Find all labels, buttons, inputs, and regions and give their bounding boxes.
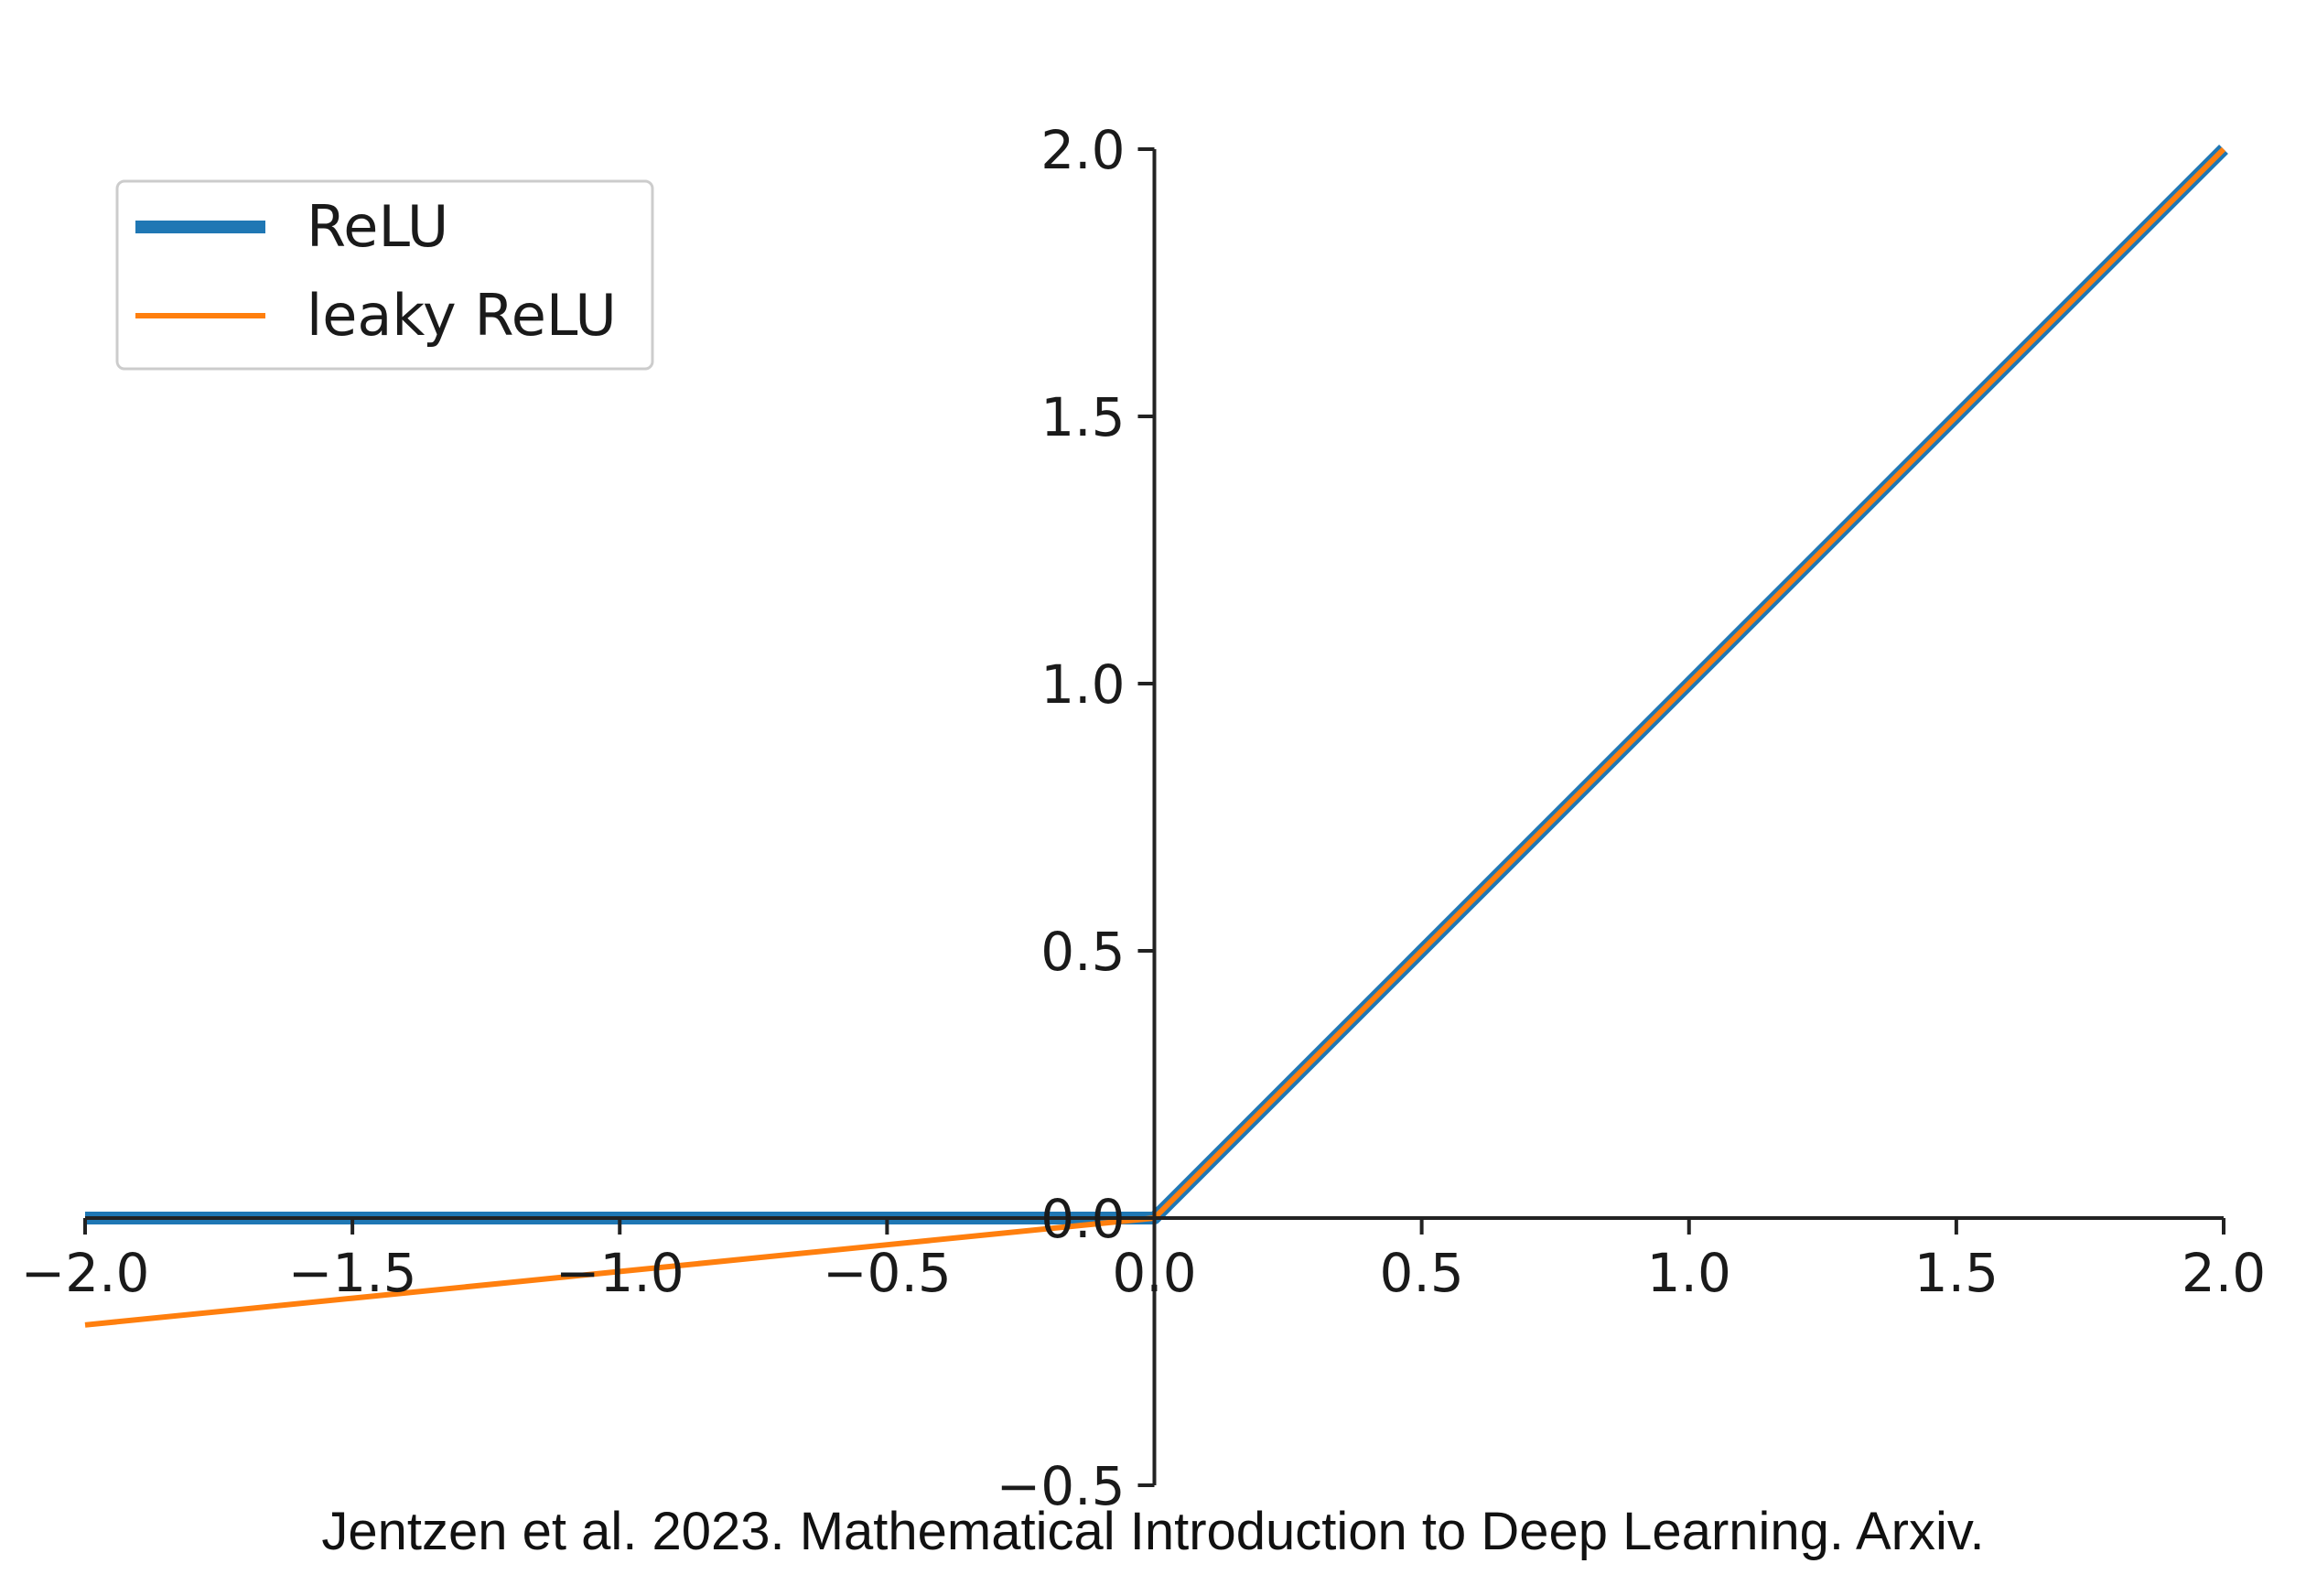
y-tick-label: 1.5 xyxy=(1040,386,1125,448)
y-tick-label: −0.5 xyxy=(997,1455,1126,1517)
x-tick-label: −0.5 xyxy=(823,1242,952,1304)
x-tick-label: −1.0 xyxy=(555,1242,684,1304)
y-tick-label: 2.0 xyxy=(1040,119,1125,181)
axes: −2.0 −1.5 −1.0 −0.5 0.0 0.5 1.0 1.5 2.0 −0.5 0.0 0.… xyxy=(21,119,2267,1517)
legend-label: leaky ReLU xyxy=(307,282,617,349)
legend-label: ReLU xyxy=(307,193,448,260)
x-tick-label: 1.5 xyxy=(1914,1242,1999,1304)
x-tick-label: −1.5 xyxy=(288,1242,417,1304)
x-tick-label: 2.0 xyxy=(2182,1242,2266,1304)
y-tick-label: 0.0 xyxy=(1040,1188,1125,1250)
x-tick-label: −2.0 xyxy=(21,1242,150,1304)
x-tick-label: 1.0 xyxy=(1647,1242,1731,1304)
y-tick-label: 0.5 xyxy=(1040,921,1125,983)
x-tick-label: 0.5 xyxy=(1380,1242,1464,1304)
caption: Jentzen et al. 2023. Mathematical Introd… xyxy=(321,1502,1985,1561)
legend: ReLU leaky ReLU xyxy=(115,179,654,371)
x-tick-label: 0.0 xyxy=(1112,1242,1196,1304)
y-tick-label: 1.0 xyxy=(1040,653,1125,716)
